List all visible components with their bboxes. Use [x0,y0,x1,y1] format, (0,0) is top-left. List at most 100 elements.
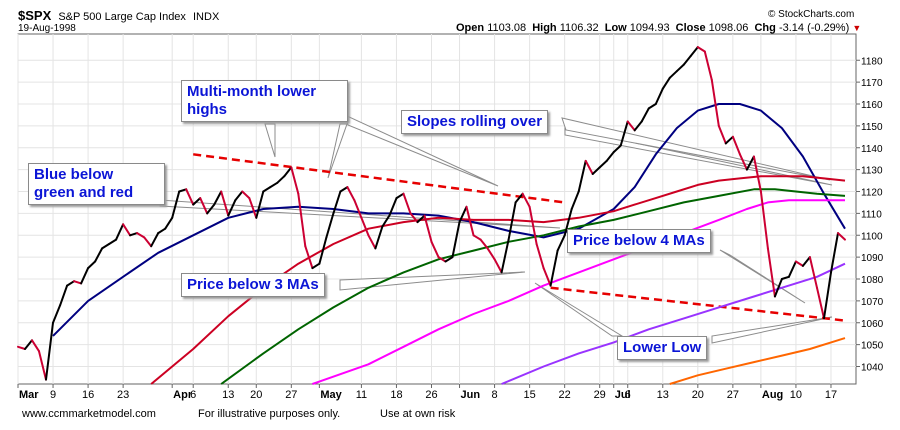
close-value: 1098.06 [708,22,749,34]
price-segment [830,232,839,274]
y-tick-label: 1180 [861,56,883,67]
price-segment [731,135,741,156]
price-segment [423,214,433,243]
x-tick-label: 10 [790,389,802,401]
price-segment [710,78,720,127]
low-label: Low [604,22,627,34]
price-segment [241,190,251,200]
x-tick-label: 9 [50,389,56,401]
price-segment [647,103,657,110]
price-segment [654,87,664,105]
axis-layer: 1040105010601070108010901100111011201130… [17,56,884,401]
quote-bar: Open 1103.08 High 1106.32 Low 1094.93 Cl… [456,22,861,34]
price-segment [115,223,125,241]
price-segment [570,190,580,210]
trendline-1 [193,153,565,204]
leader-lower-low-b [711,316,833,344]
chart-date: 19-Aug-1998 [18,23,76,34]
price-segment [416,214,426,224]
y-tick-label: 1130 [861,166,883,177]
price-segment [206,203,216,215]
trendline-2 [550,286,846,322]
x-tick-label: 23 [117,389,129,401]
price-segment [668,70,678,79]
price-segment [689,46,699,57]
price-segment [87,260,97,270]
high-label: High [532,22,557,34]
x-tick-label: 20 [692,389,704,401]
price-segment [185,188,195,206]
attribution[interactable]: © StockCharts.com [768,9,854,20]
open-label: Open [456,22,485,34]
y-tick-label: 1140 [861,144,883,155]
price-segment [724,135,734,145]
x-tick-label: Jun [461,389,481,401]
price-segment [276,175,286,184]
x-tick-label: 8 [492,389,498,401]
moving-average-line-3 [220,188,846,385]
price-segment [409,212,419,224]
y-tick-label: 1070 [861,297,884,308]
price-segment [402,192,412,215]
moving-average-line-4 [312,199,845,385]
price-segment [66,280,76,287]
price-segment [521,192,531,208]
x-tick-label: 16 [82,389,94,401]
price-segment [493,258,503,274]
price-segment [17,345,26,350]
price-segment [353,199,363,219]
x-tick-label: 29 [594,389,606,401]
price-segment [374,225,384,250]
price-segment [816,286,825,320]
price-segment [500,238,510,274]
callout-multi-month-lower-highs: Multi-month lower highs [181,80,348,122]
price-segment [255,190,265,219]
price-segment [59,284,69,307]
chg-value: -3.14 (-0.29%) [778,22,850,34]
price-segment [507,201,517,241]
plot-area-background [17,33,857,385]
callout-multi-month-line1: Multi-month lower [187,83,317,100]
price-segment [486,247,496,261]
price-segment [248,197,258,219]
x-tick-label: 6 [190,389,196,401]
price-segment [297,192,307,248]
index-name: S&P 500 Large Cap Index [58,11,186,23]
price-segment [542,267,552,287]
price-segment [661,76,671,90]
attribution-text[interactable]: © StockCharts.com [768,9,855,20]
callout-blue-below-line1: Blue below [34,166,114,183]
price-segment [360,216,370,237]
price-segment [738,153,748,171]
price-segment [227,199,237,217]
y-tick-label: 1170 [861,78,883,89]
price-segment [262,186,272,193]
price-segment [752,155,762,193]
price-segment [220,190,230,217]
price-segment [787,260,797,278]
price-segment [339,186,349,193]
price-segment [94,247,104,263]
price-segment [773,278,783,298]
price-segment [591,166,601,175]
price-segment [430,240,440,259]
x-tick-label: Mar [19,389,39,401]
price-segment [24,339,33,350]
price-segment [605,151,615,162]
footer-website[interactable]: www.ccmmarketmodel.com [22,408,156,420]
price-segment [745,155,755,171]
price-segment [703,50,713,81]
price-segment [381,214,391,228]
y-tick-label: 1100 [861,231,883,242]
x-tick-label: 13 [222,389,234,401]
price-segment [122,223,132,237]
price-segment [444,256,454,263]
callout-slopes-rolling-over: Slopes rolling over [401,110,549,134]
price-segment [318,236,328,265]
x-tick-label: 27 [727,389,739,401]
price-segment [794,260,804,267]
x-tick-label: 11 [356,389,367,401]
price-segment [801,256,811,267]
leader-multi-month-b [327,123,348,179]
price-segment [696,46,706,53]
